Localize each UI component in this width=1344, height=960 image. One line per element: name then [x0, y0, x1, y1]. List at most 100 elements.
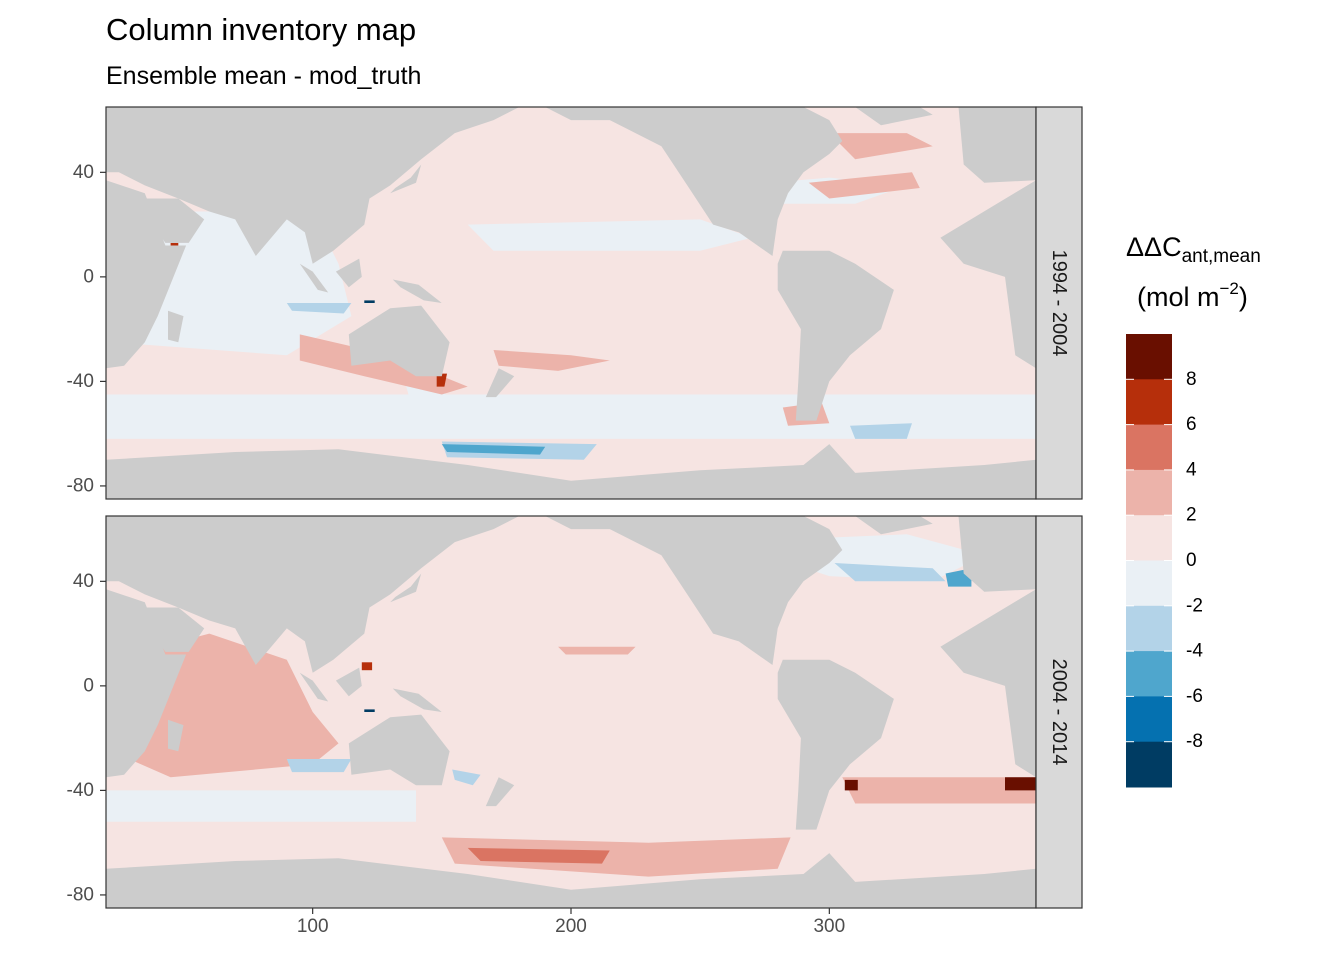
- legend-color-step: [1126, 696, 1172, 743]
- land-sumatra: [299, 263, 329, 293]
- x-tick-label: 200: [555, 916, 587, 937]
- land-south-america: [777, 250, 894, 421]
- legend-unit-close: ): [1239, 282, 1248, 312]
- y-tick-label: 40: [73, 571, 94, 592]
- anomaly-region: [106, 790, 416, 822]
- land-greenland: [855, 516, 933, 535]
- legend-color-step: [1126, 379, 1172, 426]
- land-west-africa-wrap: [940, 180, 1036, 369]
- land-sumatra: [299, 672, 329, 702]
- anomaly-region: [364, 300, 375, 303]
- legend-tick-label: 4: [1186, 459, 1197, 480]
- land-africa: [106, 589, 187, 778]
- anomaly-region: [436, 373, 447, 387]
- anomaly-region: [441, 837, 791, 877]
- land-new-guinea: [392, 688, 442, 712]
- legend-unit-sup: −2: [1220, 279, 1239, 298]
- land-antarctica: [106, 853, 1036, 908]
- land-new-zealand: [485, 777, 515, 807]
- facet-strip: [1035, 515, 1083, 909]
- y-tick-label: -40: [67, 780, 94, 801]
- anomaly-region: [467, 847, 610, 864]
- land-eurasia: [106, 516, 520, 673]
- land-japan: [390, 164, 422, 194]
- y-tick-label: -80: [67, 884, 94, 905]
- anomaly-region: [834, 563, 946, 582]
- land-borneo: [335, 667, 362, 697]
- legend-tick-label: -2: [1186, 595, 1203, 616]
- legend-tick-label: 0: [1186, 550, 1197, 571]
- anomaly-region: [493, 350, 610, 371]
- legend-title-main: ΔΔC: [1126, 232, 1182, 262]
- legend-tick-label: 2: [1186, 505, 1197, 526]
- anomaly-region: [364, 709, 375, 712]
- legend: ΔΔCant,mean (mol m−2) 8 6 4 2 0 -2 -4 -6 -8: [1126, 232, 1261, 788]
- y-tick-label: 0: [83, 675, 94, 696]
- x-tick-label: 100: [297, 916, 329, 937]
- land-europe-atlantic: [958, 516, 1036, 592]
- anomaly-region: [850, 423, 912, 439]
- y-tick-label: -80: [67, 475, 94, 496]
- map-panel: 1994 - 2004 40 0 -40 -80: [67, 106, 1083, 500]
- land-australia: [348, 305, 450, 377]
- land-south-america: [777, 659, 894, 830]
- x-tick-label: 300: [813, 916, 845, 937]
- land-new-zealand: [485, 368, 515, 398]
- chart-title: Column inventory map: [106, 12, 416, 47]
- facet-strip-label: 2004 - 2014: [1048, 659, 1070, 766]
- legend-unit-main: (mol m: [1137, 282, 1220, 312]
- legend-color-step: [1126, 741, 1172, 788]
- legend-title: ΔΔCant,mean: [1126, 232, 1261, 267]
- land-australia: [348, 714, 450, 786]
- legend-color-step: [1126, 651, 1172, 697]
- map-panel: 2004 - 2014 40 0 -40 -80: [67, 515, 1083, 909]
- anomaly-region: [467, 219, 752, 251]
- y-tick-label: -40: [67, 371, 94, 392]
- land-arabia: [144, 607, 205, 652]
- x-axis: 100 200 300: [297, 908, 845, 937]
- anomaly-region: [286, 303, 352, 314]
- legend-tick-label: -6: [1186, 686, 1203, 707]
- land-west-africa-wrap: [940, 589, 1036, 778]
- land-japan: [390, 573, 422, 603]
- land-north-america: [545, 107, 843, 256]
- anomaly-region: [364, 529, 752, 712]
- y-tick-label: 0: [83, 266, 94, 287]
- legend-color-step: [1126, 424, 1172, 471]
- y-tick-label: 40: [73, 162, 94, 183]
- legend-tick-label: 8: [1186, 369, 1197, 390]
- legend-unit: (mol m−2): [1137, 279, 1248, 312]
- anomaly-region: [441, 444, 546, 455]
- legend-color-step: [1126, 605, 1172, 652]
- anomaly-region: [808, 172, 920, 199]
- anomaly-region: [286, 759, 352, 773]
- legend-tick-label: 6: [1186, 414, 1197, 435]
- land-greenland: [855, 107, 933, 126]
- legend-tick-label: -4: [1186, 641, 1203, 662]
- land-new-guinea: [392, 279, 442, 303]
- land-madagascar: [168, 310, 184, 343]
- land-madagascar: [168, 719, 184, 752]
- legend-color-step: [1126, 560, 1172, 607]
- legend-colorbar: 8 6 4 2 0 -2 -4 -6 -8: [1126, 334, 1203, 788]
- legend-tick-label: -8: [1186, 731, 1203, 752]
- land-arabia: [144, 198, 205, 243]
- anomaly-region: [844, 779, 858, 791]
- anomaly-region: [377, 120, 701, 199]
- land-africa: [106, 180, 187, 369]
- anomaly-region: [452, 769, 481, 786]
- land-borneo: [335, 258, 362, 288]
- chart-subtitle: Ensemble mean - mod_truth: [106, 62, 421, 90]
- map-panels: 1994 - 2004 40 0 -40 -80 2004 - 2014 40 0 -40 -80: [67, 106, 1083, 909]
- legend-color-step: [1126, 469, 1172, 516]
- anomaly-region: [558, 646, 636, 655]
- legend-title-sub: ant,mean: [1182, 246, 1261, 267]
- anomaly-region: [829, 133, 933, 160]
- land-antarctica: [106, 444, 1036, 499]
- anomaly-region: [842, 777, 1036, 804]
- legend-color-step: [1126, 334, 1172, 380]
- land-europe-atlantic: [958, 107, 1036, 183]
- anomaly-region: [299, 334, 468, 395]
- land-north-america: [545, 516, 843, 665]
